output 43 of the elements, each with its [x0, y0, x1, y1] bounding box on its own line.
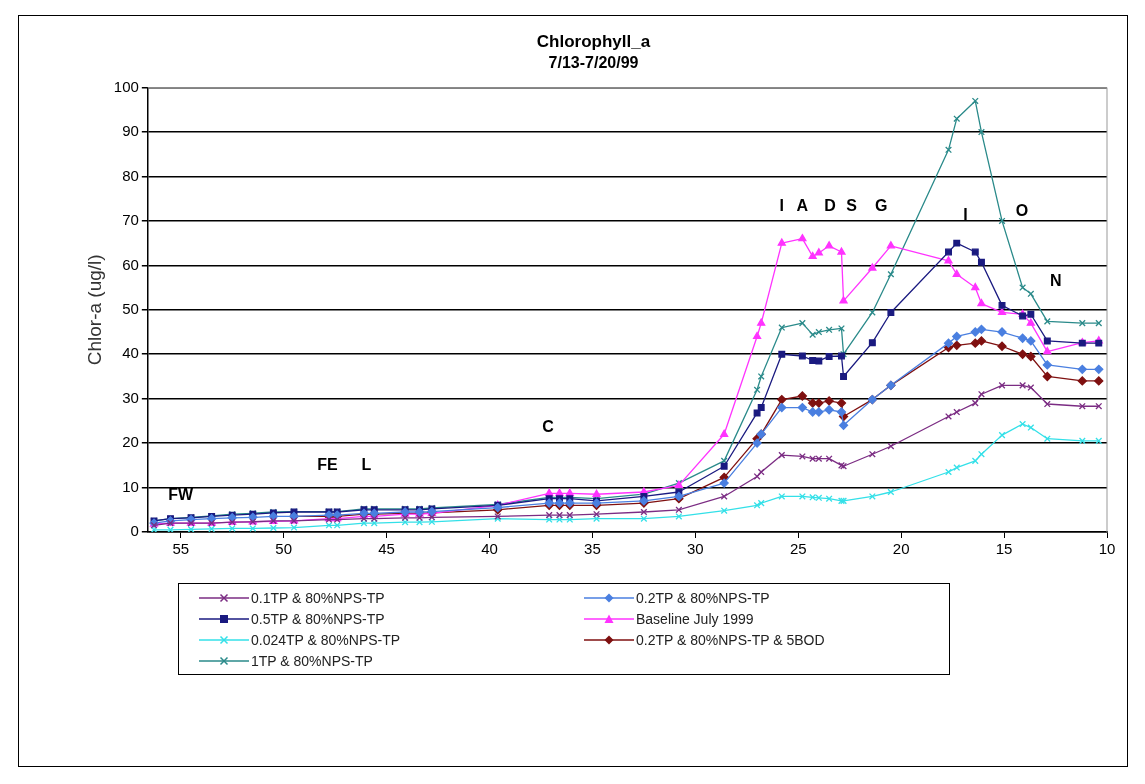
legend-label: 0.2TP & 80%NPS-TP & 5BOD [636, 631, 825, 648]
x-tick-label: 20 [892, 540, 910, 558]
annotation: I [779, 197, 785, 215]
legend-label: Baseline July 1999 [636, 610, 754, 627]
legend-label: 1TP & 80%NPS-TP [251, 652, 373, 669]
annotation: D [824, 197, 836, 215]
x-tick-label: 15 [995, 540, 1013, 558]
annotation: S [846, 197, 858, 215]
y-tick-label: 10 [122, 477, 139, 495]
annotation: FW [168, 485, 194, 503]
x-tick-label: 45 [378, 540, 395, 558]
x-tick-label: 30 [686, 540, 704, 558]
y-tick-label: 60 [122, 255, 139, 273]
y-tick-label: 50 [122, 299, 139, 317]
annotation: C [542, 417, 555, 435]
y-tick-label: 30 [122, 388, 139, 406]
annotation: L [361, 455, 372, 473]
annotation: G [875, 197, 888, 215]
annotation: I [963, 206, 968, 224]
x-tick-label: 55 [172, 540, 190, 558]
y-tick-label: 40 [122, 344, 139, 362]
y-tick-label: 0 [130, 522, 139, 540]
annotation: N [1049, 271, 1062, 289]
x-tick-label: 10 [1098, 540, 1116, 558]
legend-label: 0.1TP & 80%NPS-TP [251, 589, 385, 606]
legend-label: 0.024TP & 80%NPS-TP [251, 631, 401, 648]
legend-label: 0.5TP & 80%NPS-TP [251, 610, 385, 627]
y-tick-label: 20 [122, 433, 139, 451]
y-tick-label: 100 [113, 77, 139, 95]
annotation: A [796, 197, 809, 215]
legend-label: 0.2TP & 80%NPS-TP [636, 589, 770, 606]
y-axis-title: Chlor-a (ug/l) [83, 254, 105, 366]
x-tick-label: 50 [275, 540, 293, 558]
y-tick-label: 80 [122, 166, 139, 184]
x-tick-label: 35 [584, 540, 601, 558]
annotation: FE [317, 455, 338, 473]
annotation: O [1015, 201, 1029, 219]
x-tick-label: 25 [789, 540, 807, 558]
y-tick-label: 90 [122, 122, 139, 140]
x-tick-label: 40 [481, 540, 498, 558]
y-tick-label: 70 [122, 211, 139, 229]
chart-title: Chlorophyll_a [536, 31, 651, 51]
chart-subtitle: 7/13-7/20/99 [548, 54, 639, 72]
